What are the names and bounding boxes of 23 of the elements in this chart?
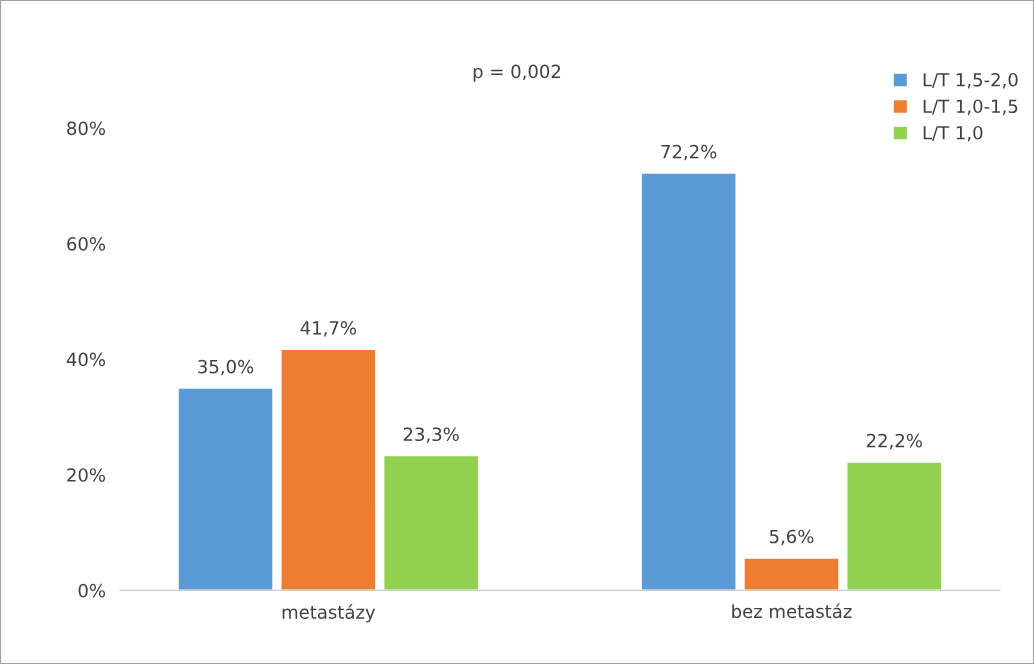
bar xyxy=(177,387,274,591)
legend-label: L/T 1,0 xyxy=(923,125,983,142)
data-label: 72,2% xyxy=(661,144,717,161)
data-label: 23,3% xyxy=(403,427,459,443)
bar xyxy=(640,172,737,591)
bar xyxy=(280,348,377,591)
data-label: 22,2% xyxy=(866,433,922,450)
y-tick-label: 60% xyxy=(67,237,106,251)
y-tick-label: 40% xyxy=(66,352,106,367)
x-tick-label: bez metastáz xyxy=(732,603,852,619)
bar xyxy=(743,557,840,591)
text: p = 0,002 xyxy=(473,64,561,82)
legend-label: L/T 1,0-1,5 xyxy=(923,99,1018,115)
bar xyxy=(846,461,943,591)
x-tick-label: metastázy xyxy=(282,604,376,623)
bar xyxy=(382,454,480,591)
data-label: 5,6% xyxy=(769,529,814,546)
data-label: 41,7% xyxy=(300,321,357,337)
y-tick-label: 80% xyxy=(67,121,106,136)
legend-label: L/T 1,5-2,0 xyxy=(923,72,1018,89)
y-tick-label: 20% xyxy=(67,468,106,482)
y-tick-label: 0% xyxy=(78,583,106,598)
data-label: 35,0% xyxy=(198,359,254,376)
